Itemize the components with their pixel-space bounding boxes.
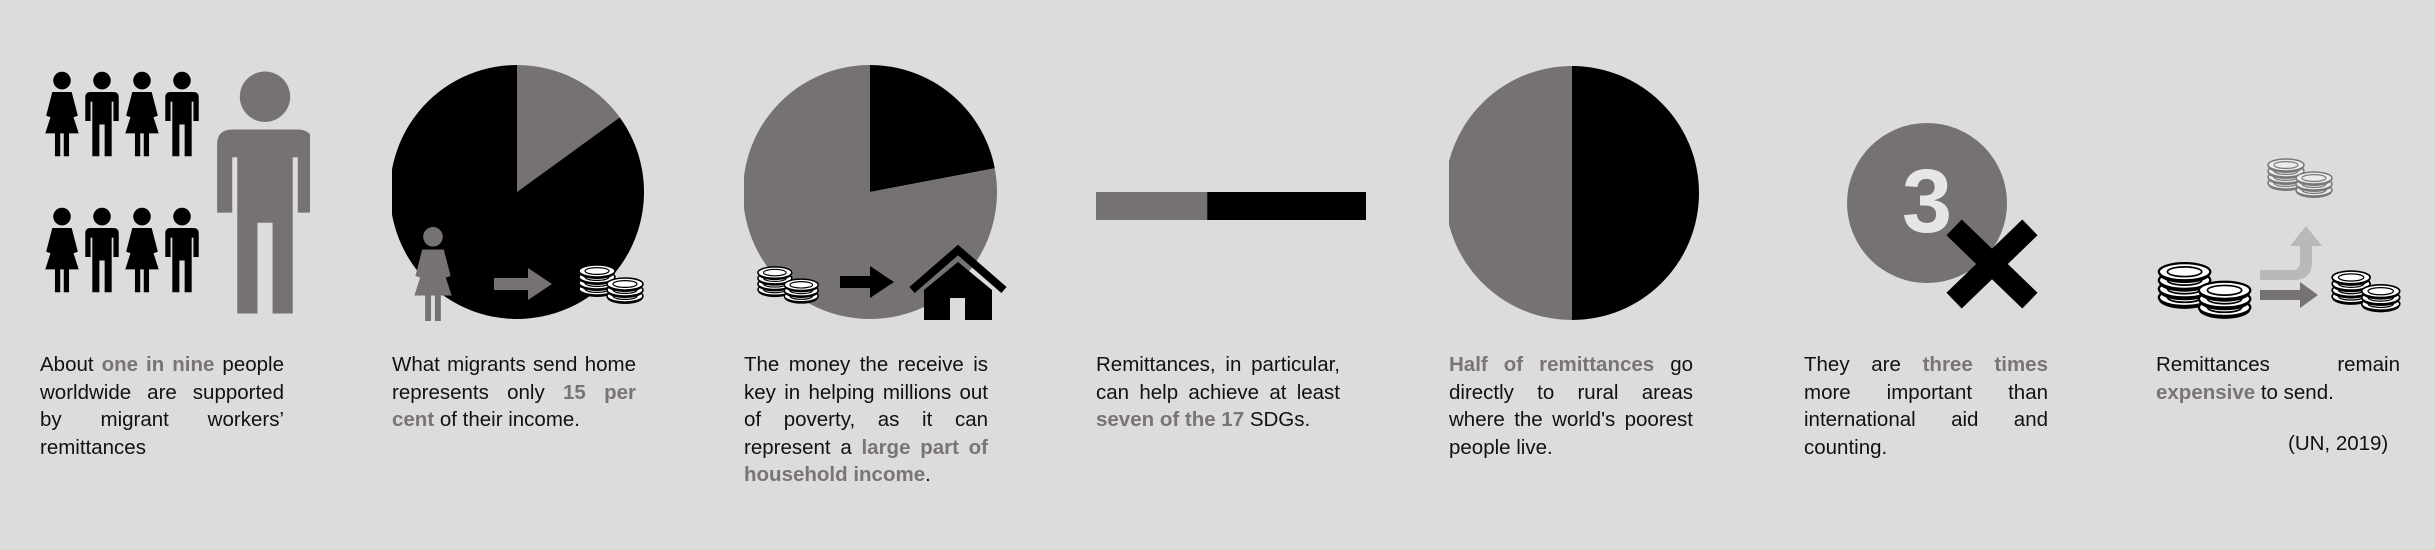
panel6-text: They are three times more important than…	[1804, 353, 2048, 459]
pie-graphic-5	[1449, 66, 1699, 320]
transfer-graphic	[2156, 0, 2426, 340]
panel-rural: Half of remittances go directly to rural…	[1449, 0, 1699, 550]
people-graphic	[45, 71, 310, 314]
pie-slice	[744, 65, 997, 319]
pie-slice	[1572, 66, 1699, 320]
panel-household-income: The money the receive is key in helping …	[744, 0, 1007, 550]
man-icon	[85, 207, 119, 293]
woman-icon	[125, 71, 159, 157]
pie-chart	[744, 65, 997, 319]
man-icon	[165, 71, 199, 157]
badge-number: 3	[1902, 152, 1952, 252]
arrow-up-icon	[2260, 226, 2322, 280]
pie-slice	[517, 65, 620, 192]
coins-light-icon	[2268, 159, 2332, 198]
bar-graphic	[1096, 192, 1366, 220]
arrow-right-icon	[494, 268, 552, 300]
woman-icon	[125, 207, 159, 293]
panel-expensive: Remittances remain expensive to send. (U…	[2156, 0, 2406, 550]
coins-icon	[579, 265, 643, 304]
woman-icon	[45, 207, 79, 293]
woman-icon	[45, 71, 79, 157]
bar-segment-sdgs-other	[1207, 192, 1366, 220]
person-highlight-icon	[217, 71, 310, 314]
house-icon	[909, 244, 1007, 320]
pie-chart	[392, 65, 644, 319]
citation: (UN, 2019)	[2288, 432, 2389, 455]
panel3-text: The money the receive is key in helping …	[744, 353, 988, 486]
panel5-text: Half of remittances go directly to rural…	[1449, 353, 1693, 459]
coins-icon	[2332, 271, 2400, 312]
multiplier-graphic: 3	[1847, 123, 2038, 309]
panel-one-in-nine: About one in nine people worldwide are s…	[40, 0, 310, 550]
panel2-text: What migrants send home represents only …	[392, 353, 636, 431]
panel4-text: Remittances, in particular, can help ach…	[1096, 353, 1340, 431]
sdg-bar	[1096, 192, 1366, 220]
pie-slice	[392, 65, 644, 319]
arrow-right-icon	[840, 266, 894, 298]
arrow-right-icon	[2260, 282, 2318, 308]
coins-icon	[2159, 263, 2250, 319]
pie-slice	[1449, 66, 1572, 320]
cross-icon	[1946, 219, 2038, 309]
pie-chart	[1449, 66, 1699, 320]
pie-slice	[870, 65, 995, 192]
bar-segment-sdgs-supported	[1096, 192, 1208, 220]
panel-fifteen-percent: What migrants send home represents only …	[392, 0, 644, 550]
man-icon	[85, 71, 119, 157]
man-icon	[165, 207, 199, 293]
panel7-text: Remittances remain expensive to send.	[2156, 353, 2400, 404]
panel-sdgs: Remittances, in particular, can help ach…	[1096, 0, 1366, 550]
panel-three-times: 3 They are three times more important th…	[1804, 0, 2054, 550]
pie-graphic-3	[744, 65, 1007, 320]
panel1-text: About one in nine people worldwide are s…	[40, 353, 284, 459]
pie-graphic-2	[392, 65, 644, 322]
